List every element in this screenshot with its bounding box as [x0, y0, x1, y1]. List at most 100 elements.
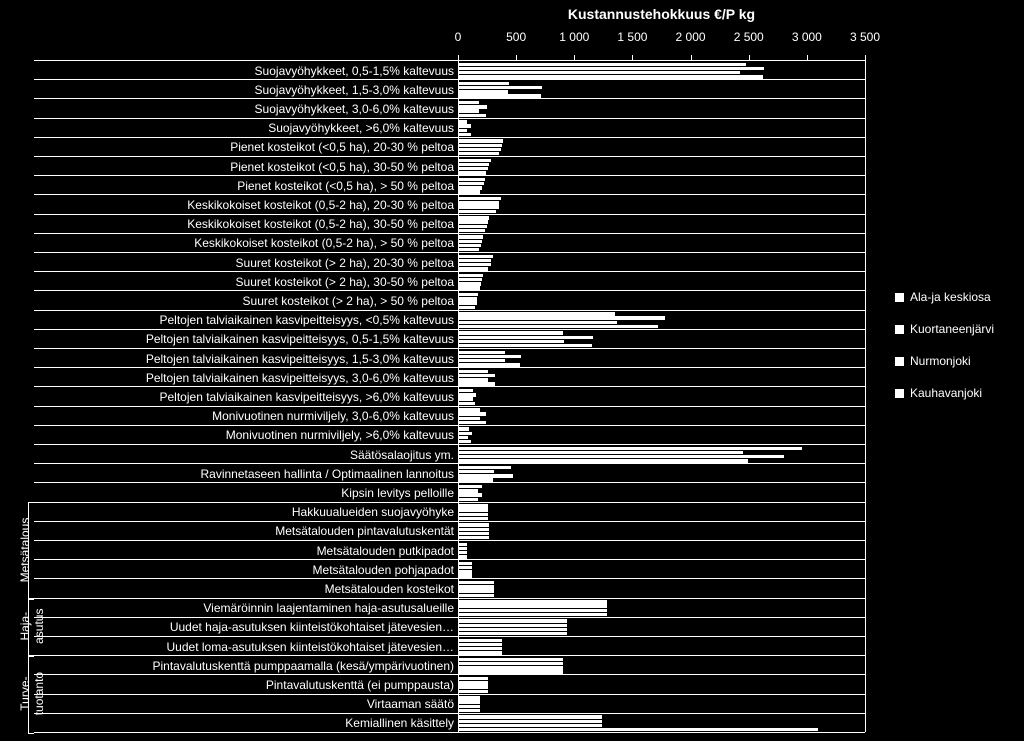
y-tick-mark	[454, 233, 458, 234]
category-label: Uudet haja-asutuksen kiinteistökohtaiset…	[170, 621, 458, 633]
row-separator	[34, 559, 458, 560]
bar	[458, 696, 480, 699]
legend: Ala-ja keskiosa Kuortaneenjärvi Nurmonjoki…	[895, 290, 994, 418]
bar	[458, 466, 511, 469]
row-separator	[34, 386, 458, 387]
y-tick-mark	[454, 425, 458, 426]
y-tick-mark	[454, 636, 458, 637]
chart-row: Viemäröinnin laajentaminen haja-asutusal…	[458, 598, 865, 618]
legend-swatch	[895, 293, 904, 302]
bar	[458, 397, 473, 400]
bar	[458, 517, 488, 520]
row-separator	[34, 406, 458, 407]
x-tick-label: 2 000	[676, 30, 706, 44]
bar	[458, 274, 483, 277]
category-label: Suuret kosteikot (> 2 ha), 30-50 % pelto…	[236, 276, 458, 288]
bar	[458, 312, 615, 315]
row-separator	[34, 156, 458, 157]
chart-row: Pienet kosteikot (<0,5 ha), > 50 % pelto…	[458, 175, 865, 195]
x-tick-label: 3 500	[850, 30, 880, 44]
y-tick-mark	[454, 214, 458, 215]
bar	[458, 455, 784, 458]
bar	[458, 402, 475, 405]
bar	[458, 301, 477, 304]
bar	[458, 378, 488, 381]
y-tick-mark	[454, 559, 458, 560]
bar	[458, 613, 607, 616]
bar	[458, 210, 496, 213]
bar	[458, 478, 493, 481]
row-separator	[34, 694, 458, 695]
axis-left	[458, 60, 459, 732]
bar	[458, 432, 472, 435]
y-tick-mark	[454, 386, 458, 387]
bar	[458, 670, 563, 673]
y-tick-mark	[454, 118, 458, 119]
chart-title: Kustannustehokkuus €/P kg	[542, 6, 782, 22]
legend-label: Kuortaneenjärvi	[910, 322, 994, 336]
row-separator	[34, 175, 458, 176]
bar	[458, 705, 480, 708]
bar	[458, 105, 487, 108]
legend-item: Ala-ja keskiosa	[895, 290, 994, 304]
bar	[458, 639, 502, 642]
bar	[458, 547, 467, 550]
row-separator	[34, 540, 458, 541]
chart-row: Hakkuualueiden suojavyöhyke	[458, 502, 865, 522]
legend-swatch	[895, 357, 904, 366]
category-label: Metsätalouden putkipadot	[317, 545, 458, 557]
bar	[458, 321, 617, 324]
y-tick-mark	[454, 252, 458, 253]
row-separator	[34, 329, 458, 330]
chart-row: Peltojen talviaikainen kasvipeitteisyys,…	[458, 348, 865, 368]
chart-row: Keskikokoiset kosteikot (0,5-2 ha), > 50…	[458, 233, 865, 253]
row-separator	[34, 655, 458, 656]
row-separator	[34, 502, 458, 503]
bar	[458, 263, 491, 266]
chart-row: Suuret kosteikot (> 2 ha), > 50 % peltoa	[458, 290, 865, 310]
bar	[458, 562, 472, 565]
chart-row: Metsätalouden kosteikot	[458, 578, 865, 598]
bar	[458, 248, 479, 251]
bar	[458, 286, 480, 289]
y-tick-mark	[454, 329, 458, 330]
bar	[458, 167, 488, 170]
bar	[458, 267, 488, 270]
y-tick-mark	[454, 674, 458, 675]
bar	[458, 205, 499, 208]
bar	[458, 508, 488, 511]
category-label: Metsätalouden kosteikot	[325, 583, 458, 595]
bar	[458, 600, 607, 603]
chart-row: Suojavyöhykkeet, 3,0-6,0% kaltevuus	[458, 98, 865, 118]
bar	[458, 574, 472, 577]
row-separator	[34, 463, 458, 464]
bar	[458, 359, 505, 362]
bar	[458, 355, 521, 358]
bar	[458, 124, 471, 127]
bar	[458, 120, 467, 123]
bar	[458, 344, 592, 347]
bar	[458, 63, 746, 66]
y-tick-mark	[454, 521, 458, 522]
bar	[458, 513, 488, 516]
y-tick-mark	[454, 598, 458, 599]
bar	[458, 523, 489, 526]
bar	[458, 666, 563, 669]
row-separator	[34, 310, 458, 311]
legend-item: Nurmonjoki	[895, 354, 994, 368]
chart-row: Metsätalouden pintavalutuskentät	[458, 521, 865, 541]
x-tick-label: 1 500	[617, 30, 647, 44]
bar	[458, 331, 563, 334]
bar	[458, 363, 520, 366]
bar	[458, 90, 508, 93]
row-separator	[34, 636, 458, 637]
x-tick-label: 1 000	[559, 30, 589, 44]
chart-row: Ravinnetaseen hallinta / Optimaalinen la…	[458, 463, 865, 483]
bar	[458, 259, 491, 262]
category-label: Metsätalouden pintavalutuskentät	[275, 525, 458, 537]
sector-label: Turve- tuotanto	[18, 655, 46, 732]
bar	[458, 447, 802, 450]
bar	[458, 498, 478, 501]
chart-row: Suuret kosteikot (> 2 ha), 20-30 % pelto…	[458, 252, 865, 272]
row-separator	[34, 674, 458, 675]
